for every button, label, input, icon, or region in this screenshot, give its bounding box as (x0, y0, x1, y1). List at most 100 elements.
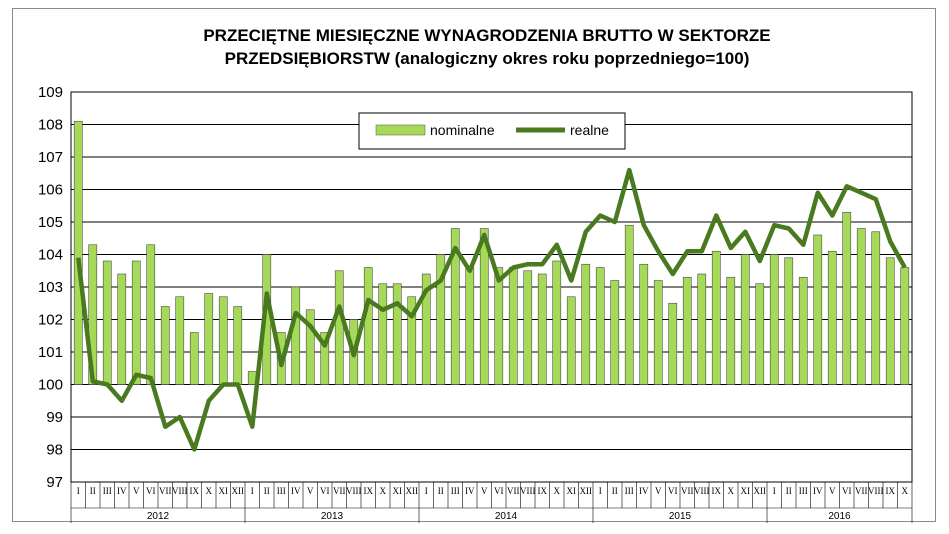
bar-nominalne (436, 254, 446, 385)
month-label: IV (117, 486, 127, 496)
bar-nominalne (378, 283, 388, 385)
bar-nominalne (523, 270, 533, 385)
month-label: IX (364, 486, 374, 496)
bar-nominalne (740, 254, 750, 385)
y-tick-label: 102 (38, 312, 63, 329)
year-label: 2014 (495, 511, 518, 522)
month-label: III (799, 486, 808, 496)
month-label: VIII (346, 486, 362, 496)
month-label: I (251, 486, 254, 496)
y-tick-label: 98 (46, 442, 63, 459)
line-realne-path (76, 167, 907, 452)
month-label: I (773, 486, 776, 496)
y-tick-label: 106 (38, 182, 63, 199)
chart-title-line-2: PRZEDSIĘBIORSTW (analogiczny okres roku … (225, 49, 750, 68)
y-tick-label: 103 (38, 279, 63, 296)
bar-nominalne (581, 263, 591, 385)
bar-nominalne (552, 260, 562, 385)
bar-nominalne (291, 286, 301, 385)
month-label: VI (494, 486, 504, 496)
legend-label-nominalne: nominalne (430, 122, 495, 138)
month-label: V (307, 486, 314, 496)
bar-nominalne (421, 273, 431, 385)
y-axis-ticks: 97 98 99 100 101 102 103 104 105 106 107 108 109 (38, 84, 63, 491)
bar-nominalne (88, 244, 98, 385)
month-label: III (625, 486, 634, 496)
bar-nominalne (668, 302, 678, 385)
legend-label-realne: realne (570, 122, 609, 138)
bar-nominalne (204, 293, 214, 385)
month-label: X (554, 486, 561, 496)
month-label: V (655, 486, 662, 496)
y-tick-label: 99 (46, 409, 63, 426)
month-label: IV (813, 486, 823, 496)
bar-nominalne (537, 273, 547, 385)
month-label: X (206, 486, 213, 496)
bar-nominalne (842, 211, 852, 385)
month-label: VIII (868, 486, 884, 496)
month-label: XII (754, 486, 767, 496)
bar-nominalne (682, 276, 692, 385)
bar-nominalne (566, 296, 576, 385)
month-label: XII (232, 486, 245, 496)
month-label: IV (465, 486, 475, 496)
y-tick-label: 101 (38, 344, 63, 361)
bar-nominalne (798, 276, 808, 385)
y-tick-label: 100 (38, 377, 63, 394)
month-label: IV (291, 486, 301, 496)
bar-nominalne (102, 260, 112, 385)
bar-nominalne (697, 273, 707, 385)
year-label: 2013 (321, 511, 344, 522)
bar-nominalne (363, 267, 373, 385)
month-label: XI (741, 486, 751, 496)
month-label: II (438, 486, 444, 496)
bar-nominalne (726, 276, 736, 385)
bar-nominalne (885, 257, 895, 385)
bar-nominalne (117, 273, 127, 385)
month-label: VII (681, 486, 694, 496)
month-label: X (380, 486, 387, 496)
month-label: II (786, 486, 792, 496)
bar-nominalne (160, 306, 170, 385)
bar-nominalne (494, 267, 504, 385)
legend: nominalne realne (358, 112, 626, 150)
bar-nominalne (450, 228, 460, 385)
month-label: VII (159, 486, 172, 496)
bar-nominalne (900, 267, 910, 385)
bar-nominalne (131, 260, 141, 385)
month-label: III (451, 486, 460, 496)
bar-nominalne (305, 309, 315, 385)
chart-frame: PRZECIĘTNE MIESIĘCZNE WYNAGRODZENIA BRUT… (12, 8, 936, 523)
month-label: XI (219, 486, 229, 496)
month-label: V (481, 486, 488, 496)
bar-nominalne (73, 120, 83, 385)
bar-nominalne (407, 296, 417, 385)
month-label: III (103, 486, 112, 496)
bar-nominalne (218, 296, 228, 385)
legend-swatch-nominalne (375, 124, 426, 136)
month-label: VII (855, 486, 868, 496)
bar-nominalne (189, 332, 199, 385)
month-label: IV (639, 486, 649, 496)
month-label: V (133, 486, 140, 496)
y-tick-label: 104 (38, 247, 63, 264)
bar-nominalne (392, 283, 402, 385)
chart: PRZECIĘTNE MIESIĘCZNE WYNAGRODZENIA BRUT… (38, 26, 913, 523)
y-tick-label: 97 (46, 474, 63, 491)
bar-nominalne (624, 224, 634, 385)
bar-nominalne (479, 228, 489, 385)
bar-nominalne (784, 257, 794, 385)
bar-nominalne (610, 280, 620, 385)
month-label: VIII (520, 486, 536, 496)
month-label: V (829, 486, 836, 496)
bar-nominalne (334, 270, 344, 385)
month-label: II (90, 486, 96, 496)
month-label: I (599, 486, 602, 496)
bar-nominalne (320, 332, 330, 385)
line-realne (76, 167, 907, 452)
month-label: XI (567, 486, 577, 496)
month-label: XII (406, 486, 419, 496)
bar-nominalne (508, 267, 518, 385)
bar-nominalne (175, 296, 185, 385)
